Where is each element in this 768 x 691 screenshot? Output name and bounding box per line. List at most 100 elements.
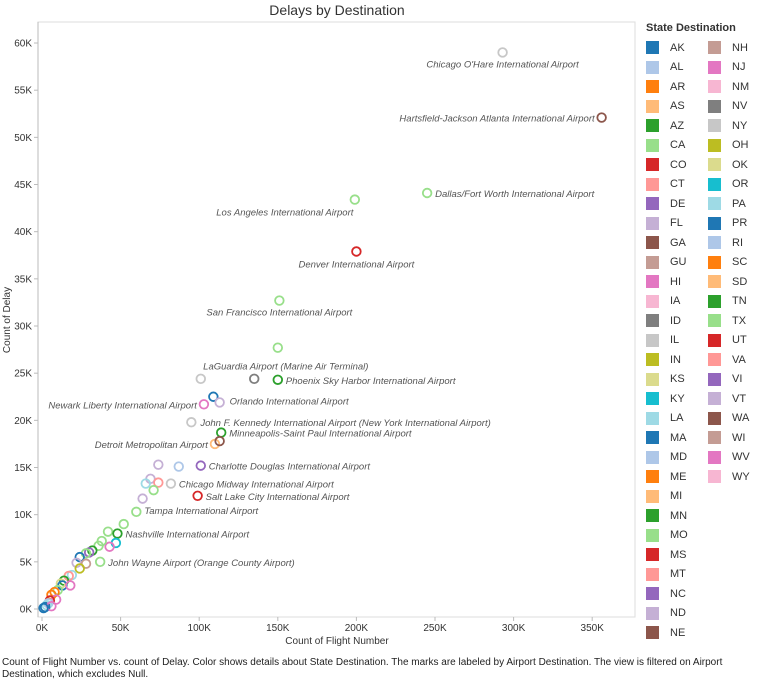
legend-swatch [708,411,721,425]
legend-item-ms[interactable]: MS [646,545,708,565]
data-point[interactable] [94,556,106,568]
data-point[interactable] [208,391,219,402]
legend-item-mn[interactable]: MN [646,506,708,526]
y-tick-label: 5K [20,557,33,568]
legend-swatch [646,99,659,113]
legend-item-ma[interactable]: MA [646,428,708,448]
data-point[interactable] [148,484,159,496]
legend-item-vt[interactable]: VT [708,389,768,409]
legend-item-me[interactable]: ME [646,467,708,487]
data-point[interactable] [421,187,433,199]
legend-item-ks[interactable]: KS [646,370,708,390]
data-point[interactable] [112,528,123,539]
legend-item-hi[interactable]: HI [646,272,708,292]
legend-item-ga[interactable]: GA [646,233,708,253]
legend-item-ky[interactable]: KY [646,389,708,409]
legend-item-ok[interactable]: OK [708,155,768,175]
legend-item-wy[interactable]: WY [708,467,768,487]
legend-item-mo[interactable]: MO [646,526,708,546]
legend-item-pr[interactable]: PR [708,214,768,234]
data-point[interactable] [140,478,151,489]
legend-item-ct[interactable]: CT [646,175,708,195]
legend-item-oh[interactable]: OH [708,136,768,156]
legend-item-nc[interactable]: NC [646,584,708,604]
legend-item-mi[interactable]: MI [646,487,708,507]
data-point[interactable] [349,194,361,205]
legend-item-sc[interactable]: SC [708,253,768,273]
data-point[interactable] [102,526,114,537]
legend-item-wi[interactable]: WI [708,428,768,448]
legend-item-tx[interactable]: TX [708,311,768,331]
data-point[interactable] [216,427,227,438]
legend-item-ia[interactable]: IA [646,292,708,312]
data-point[interactable] [153,459,164,470]
data-point[interactable] [214,397,225,408]
data-point[interactable] [596,112,607,123]
data-point[interactable] [153,477,164,488]
legend-item-nm[interactable]: NM [708,77,768,97]
data-point[interactable] [272,342,284,353]
legend-item-sd[interactable]: SD [708,272,768,292]
legend-item-mt[interactable]: MT [646,565,708,585]
data-point[interactable] [195,373,206,385]
legend-item-vi[interactable]: VI [708,370,768,390]
data-point[interactable] [214,435,225,447]
legend-item-id[interactable]: ID [646,311,708,331]
data-point[interactable] [104,541,115,552]
legend-item-ca[interactable]: CA [646,136,708,156]
legend-item-va[interactable]: VA [708,350,768,370]
x-tick-label: 200K [345,623,369,634]
legend-item-wa[interactable]: WA [708,409,768,429]
data-point[interactable] [65,580,76,591]
data-point[interactable] [249,373,260,385]
data-point[interactable] [272,374,284,385]
legend-item-ri[interactable]: RI [708,233,768,253]
data-point[interactable] [351,246,362,257]
legend-item-az[interactable]: AZ [646,116,708,136]
legend-item-nd[interactable]: ND [646,604,708,624]
data-point[interactable] [165,478,177,489]
legend-item-ut[interactable]: UT [708,331,768,351]
data-point[interactable] [497,47,508,58]
legend-item-in[interactable]: IN [646,350,708,370]
footnote: Count of Flight Number vs. count of Dela… [2,657,723,680]
legend-item-il[interactable]: IL [646,331,708,351]
legend-item-al[interactable]: AL [646,58,708,78]
legend-item-gu[interactable]: GU [646,253,708,273]
legend-item-nj[interactable]: NJ [708,58,768,78]
data-point[interactable] [173,461,184,472]
legend-item-md[interactable]: MD [646,448,708,468]
data-point[interactable] [131,506,142,518]
legend-item-la[interactable]: LA [646,409,708,429]
data-point[interactable] [71,557,82,568]
data-point[interactable] [137,493,148,504]
legend-item-ne[interactable]: NE [646,623,708,643]
legend-item-ny[interactable]: NY [708,116,768,136]
data-point[interactable] [41,600,52,611]
legend-label: CO [670,158,687,171]
legend-item-or[interactable]: OR [708,175,768,195]
legend-label: TX [732,314,747,327]
legend-item-tn[interactable]: TN [708,292,768,312]
legend-item-ak[interactable]: AK [646,38,708,58]
legend-item-wv[interactable]: WV [708,448,768,468]
data-point[interactable] [74,551,85,563]
data-point[interactable] [118,518,129,530]
legend-swatch [708,138,721,152]
legend-item-pa[interactable]: PA [708,194,768,214]
legend-item-de[interactable]: DE [646,194,708,214]
data-point[interactable] [195,460,206,471]
data-point[interactable] [274,295,285,306]
data-point[interactable] [198,399,210,410]
legend-item-as[interactable]: AS [646,97,708,117]
legend-item-co[interactable]: CO [646,155,708,175]
data-point[interactable] [38,602,49,614]
legend-item-nv[interactable]: NV [708,97,768,117]
data-point[interactable] [192,490,203,502]
legend-swatch [708,197,721,211]
data-point[interactable] [186,417,197,428]
legend-item-nh[interactable]: NH [708,38,768,58]
legend-item-fl[interactable]: FL [646,214,708,234]
data-point[interactable] [74,563,85,574]
legend-item-ar[interactable]: AR [646,77,708,97]
